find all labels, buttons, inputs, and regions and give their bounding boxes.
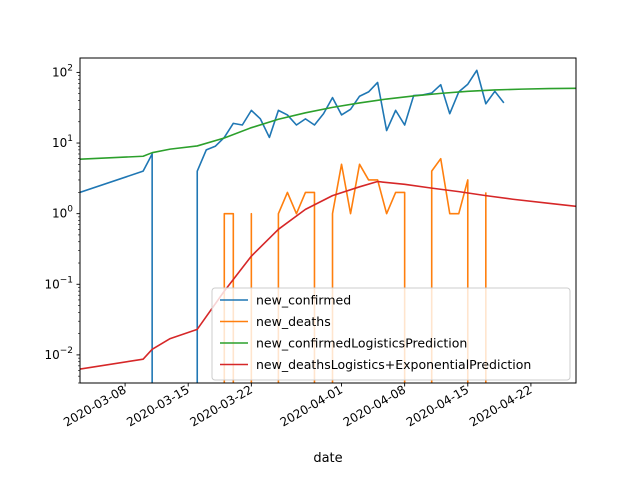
- y-tick-label: 10−2: [44, 346, 73, 362]
- y-tick-label: 101: [52, 134, 73, 150]
- y-tick-exponent: 0: [67, 205, 73, 215]
- legend-label: new_deaths: [256, 314, 331, 329]
- series-line-new_deathsLogistics+ExponentialPrediction: [80, 180, 576, 370]
- x-tick-label: 2020-04-22: [467, 382, 534, 429]
- y-tick-label: 10−1: [44, 275, 73, 291]
- x-tick-label: 2020-03-15: [124, 382, 191, 429]
- y-tick-base: 10: [44, 348, 59, 362]
- x-tick-label: 2020-03-22: [187, 382, 254, 429]
- y-tick-label: 100: [52, 205, 73, 221]
- y-tick-exponent: −1: [60, 275, 73, 285]
- legend-label: new_confirmed: [256, 293, 351, 308]
- y-tick-base: 10: [52, 65, 67, 79]
- y-tick-exponent: −2: [60, 346, 73, 356]
- x-tick-label: 2020-04-15: [404, 382, 471, 429]
- y-tick-label: 102: [52, 63, 73, 79]
- y-tick-exponent: 1: [67, 134, 73, 144]
- series-line-new_confirmedLogisticsPrediction: [80, 87, 576, 161]
- x-tick-label: 2020-03-08: [61, 382, 128, 429]
- legend: new_confirmed new_deaths new_confirmedLogi…: [211, 287, 571, 381]
- y-tick-base: 10: [52, 136, 67, 150]
- legend-box: [211, 287, 571, 381]
- legend-label: new_confirmedLogisticsPrediction: [256, 336, 467, 351]
- x-tick-label: 2020-04-01: [278, 382, 345, 429]
- x-axis-label: date: [313, 451, 342, 466]
- y-tick-exponent: 2: [67, 63, 73, 73]
- x-tick-label: 2020-04-08: [341, 382, 408, 429]
- legend-label: new_deathsLogistics+ExponentialPredictio…: [256, 357, 531, 372]
- y-tick-base: 10: [44, 277, 59, 291]
- series-line-new_confirmed: [80, 69, 505, 383]
- y-tick-base: 10: [52, 207, 67, 221]
